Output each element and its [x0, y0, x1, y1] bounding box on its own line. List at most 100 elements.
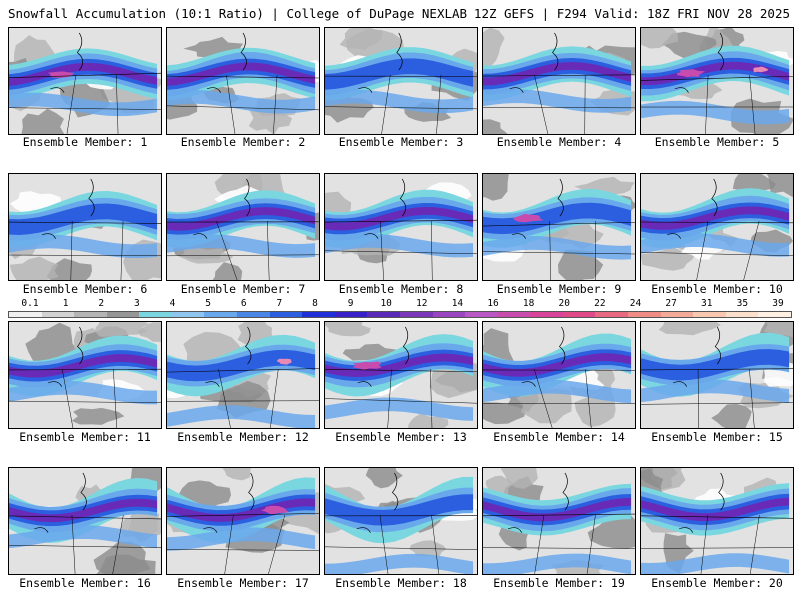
snow-band-heavy: [167, 498, 316, 522]
ensemble-member-label: Ensemble Member: 6: [22, 282, 148, 296]
snow-light-area: [95, 322, 149, 337]
ensemble-member-label: Ensemble Member: 17: [177, 576, 309, 590]
border-line: [9, 515, 161, 520]
border-line: [113, 369, 118, 428]
lake-outline: [714, 326, 721, 365]
snowfall-map: [483, 28, 635, 134]
snow-band-core: [325, 58, 474, 90]
snow-light-area: [483, 402, 526, 425]
snow-band-heavy: [483, 353, 632, 377]
lake-outline: [558, 326, 566, 365]
snowfall-map: [325, 174, 477, 280]
border-line: [534, 515, 545, 574]
snowfall-map: [325, 28, 477, 134]
border-line: [167, 513, 319, 517]
river-line: [205, 381, 220, 387]
border-line: [641, 221, 793, 224]
colorbar-legend: 0.1 1 2 3 4 5 6 7 8 9 10 12 14 16 18 20 22 24 27 31 35 39: [8, 298, 792, 320]
border-line: [533, 369, 553, 428]
snow-light-area: [365, 468, 403, 489]
border-line: [216, 221, 238, 280]
border-line: [224, 515, 234, 574]
colorbar-swatch: [269, 312, 303, 317]
snowfall-map: [167, 468, 319, 574]
border-line: [325, 106, 477, 110]
border-line: [749, 75, 756, 134]
border-line: [325, 219, 477, 223]
border-line: [379, 515, 389, 574]
snow-light-area: [669, 80, 723, 100]
colorbar-label: 8: [312, 298, 318, 309]
snowfall-map: [641, 174, 793, 280]
border-line: [218, 369, 231, 428]
ensemble-map-panel: [482, 27, 636, 135]
snow-band-secondary: [483, 379, 632, 404]
lake-outline: [717, 32, 724, 71]
border-line: [61, 369, 74, 428]
lake-outline: [391, 472, 399, 511]
snow-light-area: [339, 28, 383, 51]
snow-band-secondary: [167, 234, 316, 258]
border-line: [325, 250, 477, 255]
border-line: [325, 368, 477, 373]
snow-band-secondary: [9, 234, 158, 259]
colorbar-label: 31: [701, 298, 713, 309]
border-line: [534, 75, 549, 134]
ensemble-member-label: Ensemble Member: 14: [493, 430, 625, 444]
colorbar-swatch: [334, 312, 368, 317]
river-line: [666, 233, 682, 239]
snowfall-map: [167, 322, 319, 428]
lake-outline: [552, 32, 559, 71]
snow-light-area: [137, 322, 161, 342]
border-line: [743, 221, 760, 280]
border-line: [641, 75, 793, 81]
border-line: [71, 515, 76, 574]
ensemble-member-label: Ensemble Member: 1: [22, 135, 148, 149]
border-line: [325, 546, 477, 550]
snow-band-secondary: [9, 380, 158, 405]
snowfall-map: [483, 468, 635, 574]
snow-light-area: [25, 322, 81, 362]
ensemble-member-label: Ensemble Member: 4: [496, 135, 622, 149]
colorbar-label: 1: [62, 298, 69, 309]
river-line: [356, 527, 371, 533]
colorbar-label: 3: [133, 298, 140, 309]
colorbar-label: 22: [594, 298, 606, 309]
colorbar-swatch: [74, 312, 107, 317]
colorbar-label: 7: [276, 298, 283, 309]
colorbar-swatch: [41, 312, 75, 317]
snow-light-area: [574, 393, 616, 428]
snowfall-map: [641, 468, 793, 574]
colorbar-swatch: [9, 312, 42, 317]
border-line: [641, 402, 793, 405]
snow-light-area: [658, 322, 721, 336]
snow-light-area: [711, 403, 752, 428]
lake-outline: [245, 326, 252, 365]
border-line: [641, 547, 793, 549]
snowfall-map: [325, 468, 477, 574]
ensemble-member-label: Ensemble Member: 3: [338, 135, 464, 149]
border-line: [9, 107, 161, 110]
border-line: [70, 221, 73, 280]
border-line: [112, 515, 124, 574]
border-line: [226, 75, 236, 134]
snowfall-map: [9, 174, 161, 280]
colorbar-swatch: [530, 312, 563, 317]
border-line: [483, 547, 635, 549]
snow-band-secondary: [9, 92, 158, 117]
ensemble-map-panel: [8, 173, 162, 281]
colorbar-label: 24: [629, 298, 642, 309]
colorbar-swatch: [660, 312, 694, 317]
lake-outline: [248, 472, 255, 511]
snow-band-secondary: [483, 89, 632, 113]
border-line: [749, 515, 760, 574]
ensemble-member-label: Ensemble Member: 13: [335, 430, 467, 444]
snow-light-area: [516, 388, 572, 424]
border-line: [387, 369, 392, 428]
river-line: [206, 87, 221, 93]
colorbar-label: 10: [380, 298, 392, 309]
ensemble-map-panel: [640, 27, 794, 135]
snow-light-area: [325, 322, 371, 337]
border-line: [268, 515, 286, 574]
border-line: [167, 105, 319, 111]
